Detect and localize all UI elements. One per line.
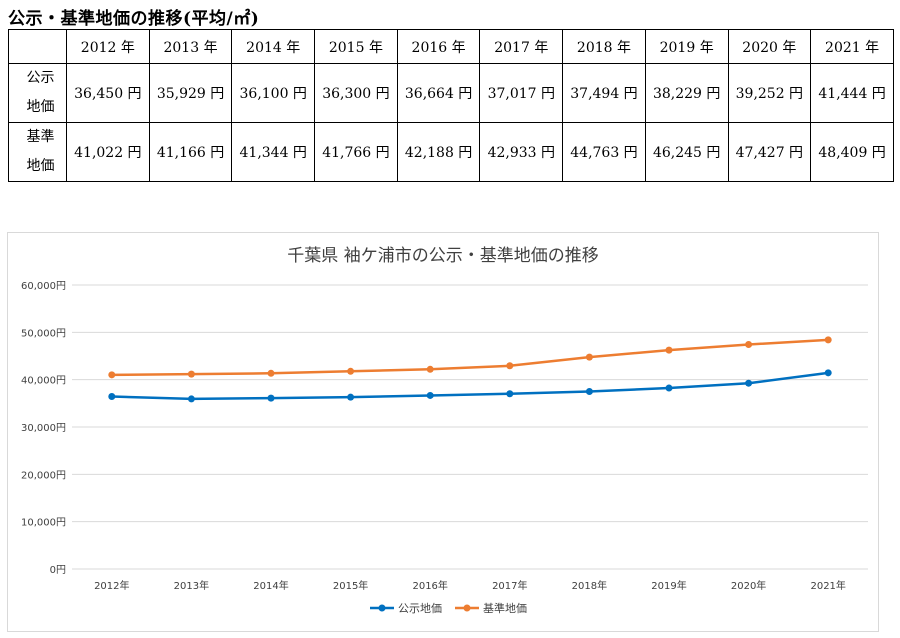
row-label-line1: 基準 bbox=[26, 129, 55, 145]
x-tick-label: 2020年 bbox=[731, 579, 766, 592]
chart-title: 千葉県 袖ケ浦市の公示・基準地価の推移 bbox=[287, 246, 598, 266]
data-point bbox=[187, 395, 195, 403]
price-cell: 47,427 円 bbox=[727, 122, 812, 182]
y-tick-label: 60,000円 bbox=[21, 281, 66, 292]
price-cell: 46,245 円 bbox=[644, 122, 729, 182]
x-tick-label: 2016年 bbox=[412, 579, 447, 592]
legend-swatch-marker bbox=[463, 604, 471, 612]
price-cell: 41,022 円 bbox=[66, 122, 150, 182]
y-tick-label: 40,000円 bbox=[21, 376, 66, 387]
data-point bbox=[506, 390, 514, 398]
table-corner-cell bbox=[8, 29, 67, 64]
y-tick-label: 10,000円 bbox=[21, 518, 66, 529]
y-tick-label: 30,000円 bbox=[21, 423, 66, 434]
x-tick-label: 2015年 bbox=[333, 579, 368, 592]
x-tick-label: 2021年 bbox=[810, 579, 845, 592]
price-cell: 41,766 円 bbox=[314, 122, 398, 182]
year-header-cell: 2017 年 bbox=[479, 29, 564, 64]
data-point bbox=[506, 362, 514, 370]
price-cell: 41,444 円 bbox=[810, 63, 894, 123]
price-cell: 42,188 円 bbox=[396, 122, 481, 182]
table-header-row: 2012 年 2013 年 2014 年 2015 年 2016 年 2017 年 2018… bbox=[8, 29, 894, 64]
row-label-line2: 地価 bbox=[26, 158, 55, 174]
data-point bbox=[426, 391, 434, 399]
year-header-cell: 2018 年 bbox=[562, 29, 646, 64]
y-tick-label: 0円 bbox=[50, 565, 66, 576]
x-tick-label: 2017年 bbox=[492, 579, 527, 592]
legend-label: 基準地価 bbox=[483, 601, 527, 615]
row-label-line2: 地価 bbox=[26, 99, 55, 115]
price-cell: 38,229 円 bbox=[644, 63, 729, 123]
data-point bbox=[267, 369, 275, 377]
data-point bbox=[585, 353, 593, 361]
page-title: 公示・基準地価の推移(平均/㎡) bbox=[8, 9, 260, 29]
year-header-cell: 2015 年 bbox=[314, 29, 398, 64]
legend-swatch-marker bbox=[378, 604, 386, 612]
price-cell: 36,100 円 bbox=[231, 63, 316, 123]
chart-area: 千葉県 袖ケ浦市の公示・基準地価の推移 0円 10,000円 20,000円 30,00… bbox=[7, 232, 879, 632]
data-point bbox=[665, 346, 673, 354]
data-point bbox=[347, 367, 355, 375]
data-point bbox=[108, 371, 116, 379]
data-point bbox=[187, 370, 195, 378]
land-price-table: 2012 年 2013 年 2014 年 2015 年 2016 年 2017 年 2018… bbox=[8, 29, 894, 182]
data-point bbox=[267, 394, 275, 402]
price-cell: 48,409 円 bbox=[810, 122, 894, 182]
line-chart: 千葉県 袖ケ浦市の公示・基準地価の推移 0円 10,000円 20,000円 30,00… bbox=[21, 246, 868, 615]
price-cell: 36,300 円 bbox=[314, 63, 398, 123]
x-tick-label: 2014年 bbox=[253, 579, 288, 592]
year-header-cell: 2014 年 bbox=[231, 29, 316, 64]
data-point bbox=[824, 369, 832, 377]
x-tick-label: 2013年 bbox=[174, 579, 209, 592]
year-header-cell: 2021 年 bbox=[810, 29, 894, 64]
year-header-cell: 2016 年 bbox=[396, 29, 481, 64]
year-header-cell: 2019 年 bbox=[644, 29, 729, 64]
row-label-cell: 基準 地価 bbox=[8, 122, 67, 182]
table-row: 基準 地価 41,022 円 41,166 円 41,344 円 41,766 円 42,1… bbox=[8, 122, 894, 182]
price-cell: 35,929 円 bbox=[148, 63, 233, 123]
data-point bbox=[426, 365, 434, 373]
price-cell: 39,252 円 bbox=[727, 63, 812, 123]
price-cell: 37,017 円 bbox=[479, 63, 564, 123]
data-point bbox=[745, 341, 753, 349]
year-header-cell: 2020 年 bbox=[727, 29, 812, 64]
data-point bbox=[347, 393, 355, 401]
data-point bbox=[665, 384, 673, 392]
price-cell: 41,344 円 bbox=[231, 122, 316, 182]
data-point bbox=[108, 392, 116, 400]
year-header-cell: 2012 年 bbox=[66, 29, 150, 64]
data-point bbox=[745, 379, 753, 387]
table-row: 公示 地価 36,450 円 35,929 円 36,100 円 36,300 円 36,6… bbox=[8, 63, 894, 123]
data-point bbox=[824, 336, 832, 344]
x-tick-label: 2018年 bbox=[572, 579, 607, 592]
price-cell: 41,166 円 bbox=[148, 122, 233, 182]
price-cell: 37,494 円 bbox=[562, 63, 646, 123]
x-tick-label: 2019年 bbox=[651, 579, 686, 592]
price-cell: 36,450 円 bbox=[66, 63, 150, 123]
price-cell: 42,933 円 bbox=[479, 122, 564, 182]
year-header-cell: 2013 年 bbox=[148, 29, 233, 64]
row-label-line1: 公示 bbox=[26, 70, 55, 86]
data-point bbox=[585, 388, 593, 396]
y-tick-label: 20,000円 bbox=[21, 470, 66, 481]
legend-label: 公示地価 bbox=[398, 602, 442, 615]
price-cell: 44,763 円 bbox=[562, 122, 646, 182]
y-tick-label: 50,000円 bbox=[21, 328, 66, 339]
x-tick-label: 2012年 bbox=[94, 579, 129, 592]
price-cell: 36,664 円 bbox=[396, 63, 481, 123]
row-label-cell: 公示 地価 bbox=[8, 63, 67, 123]
series-line bbox=[111, 338, 829, 377]
series-line bbox=[111, 371, 829, 401]
